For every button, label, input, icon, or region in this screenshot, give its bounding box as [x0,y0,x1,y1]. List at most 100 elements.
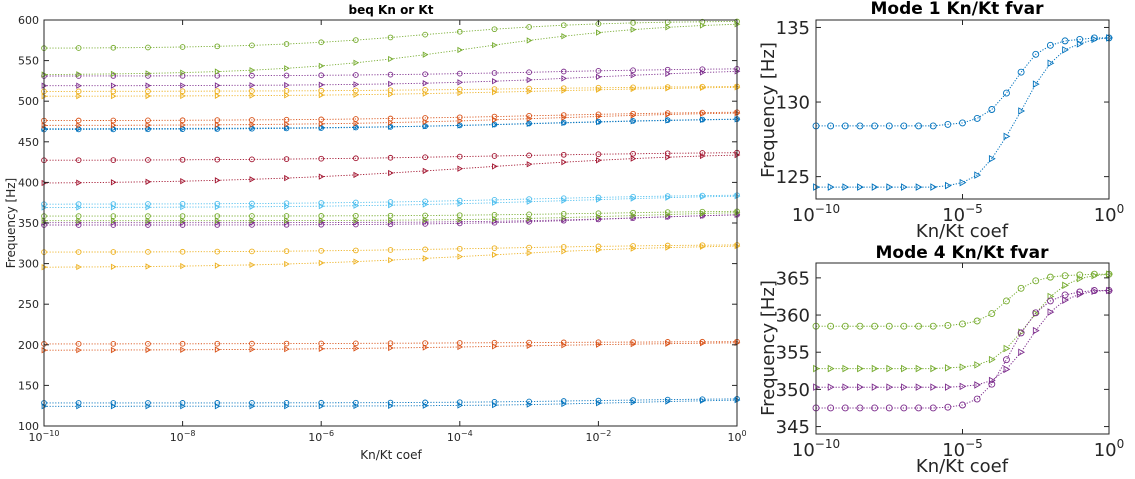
main-data-point [560,68,567,75]
main-data-point [179,248,186,255]
main-series-line [43,23,738,76]
mode1-data-point [988,154,996,163]
main-data-point [491,211,498,218]
main-data-point [110,204,117,211]
main-data-point [214,68,221,75]
main-data-point [560,22,567,29]
mode4-data-point [988,355,996,364]
main-y-tick-label: 550 [18,55,39,68]
main-data-point [249,213,255,219]
main-data-point [318,120,325,127]
main-data-point [457,122,464,129]
mode4-data-point [915,364,923,373]
main-series-line [44,118,738,130]
mode4-data-point [929,322,937,330]
mode4-data-point [944,383,952,391]
mode4-data-point [841,404,849,412]
main-data-point [699,69,706,76]
main-data-point [630,399,637,406]
main-data-point [422,71,428,78]
main-data-point [492,401,498,409]
mode4-data-point [974,381,982,389]
main-data-point [145,70,152,77]
main-data-point [561,158,568,166]
main-data-point [110,117,117,124]
mode4-data-point [1003,344,1011,353]
main-data-point [76,93,82,100]
main-data-point [284,124,290,132]
main-data-point [526,198,533,205]
main-data-point [596,246,602,254]
main-data-point [249,121,256,128]
main-data-point [318,203,325,210]
main-series-line [43,20,738,49]
main-data-point [526,249,533,257]
main-x-axis: 10−10 10−8 10−6 10−4 10−2 100 [29,20,747,444]
mode4-data-point [842,364,850,373]
main-data-point [283,41,290,47]
main-data-point [457,46,464,54]
mode1-data-point [886,183,894,191]
main-series-line [44,86,738,92]
mode4-y-tick-label: 365 [776,268,810,289]
main-data-point [699,340,706,347]
main-data-point [110,263,117,270]
mode4-data-point [1032,326,1040,335]
main-y-tick-label: 350 [18,217,39,230]
mode4-data-point [1090,287,1098,294]
main-data-point [492,41,498,49]
mode1-data-point [1061,37,1069,45]
main-data-point [665,85,672,92]
main-data-point [249,72,255,79]
main-data-point [630,209,636,216]
main-data-point [76,82,82,89]
main-data-point [422,212,428,219]
main-series-line [44,195,738,208]
main-data-point [249,340,255,347]
main-data-point [318,340,325,347]
main-data-point [110,213,117,219]
mode4-chart-marks [812,270,1113,412]
main-data-point [561,342,568,349]
main-data-point [179,117,186,124]
main-data-point [596,157,602,164]
main-data-point [699,150,706,156]
main-data-point [352,72,359,78]
mode1-data-point [944,181,952,190]
main-data-point [249,67,256,74]
main-data-point [665,111,672,118]
main-data-point [492,163,498,170]
main-data-point [630,20,636,26]
mode4-x-tick-label: 10−10 [792,437,840,461]
main-data-point [179,88,186,95]
main-data-point [145,249,151,255]
main-data-point [110,157,117,163]
main-data-point [249,156,255,163]
mode1-y-axis-label: Frequency [Hz] [758,42,779,178]
main-data-point [526,398,532,405]
mode4-data-point [1002,297,1010,305]
main-data-point [110,70,117,78]
mode4-chart-title: Mode 4 Kn/Kt fvar [876,243,1050,263]
mode1-data-point [973,114,981,122]
main-data-point [145,213,151,219]
main-data-point [388,169,394,177]
mode4-data-point [827,404,835,412]
main-data-point [214,213,221,219]
main-data-point [596,29,602,36]
mode1-y-tick-label: 125 [776,167,810,188]
main-data-point [180,403,186,410]
main-data-point [76,179,82,186]
main-data-point [422,80,429,87]
mode4-data-point [944,364,952,372]
main-data-point [596,196,602,203]
main-data-point [596,86,602,93]
main-data-point [284,92,290,99]
main-data-point [560,195,567,202]
main-data-point [456,245,463,252]
mode4-data-point [871,404,879,412]
mode1-data-point [959,119,966,127]
mode4-data-point [959,401,966,409]
mode1-x-axis-label: Kn/Kt coef [916,221,1009,242]
main-data-point [284,217,290,224]
